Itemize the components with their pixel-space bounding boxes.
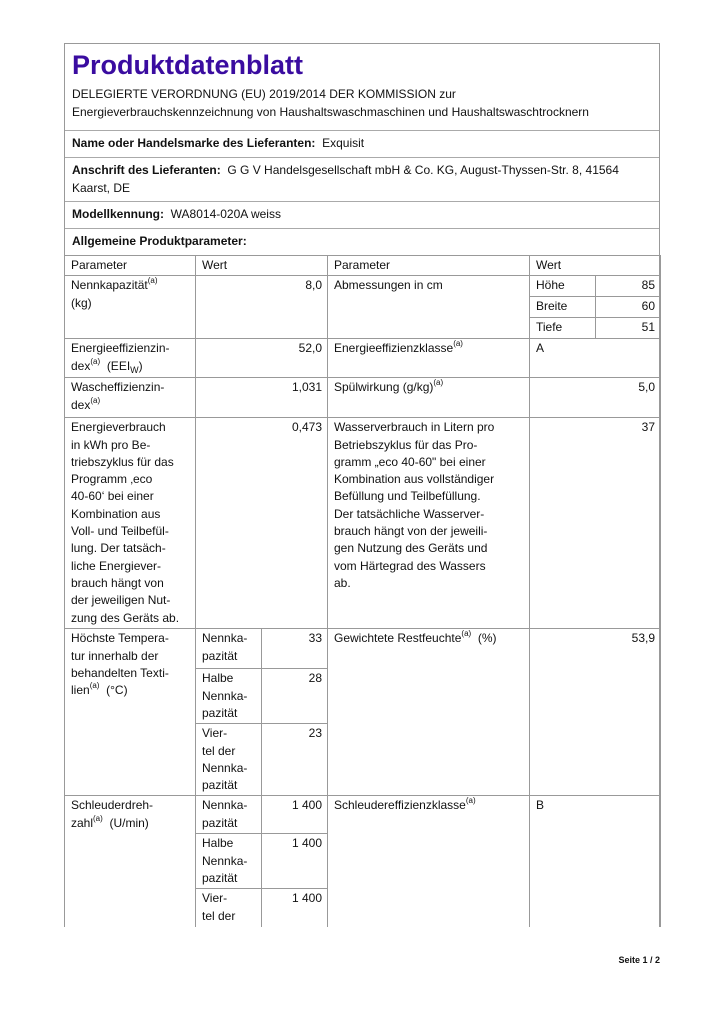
width-label: Breite (529, 296, 596, 319)
table-row: Breite 60 (65, 296, 661, 319)
regulation-text: DELEGIERTE VERORDNUNG (EU) 2019/2014 DER… (72, 87, 589, 119)
capacity-label: Nennkapazität(a) (kg) (64, 275, 196, 340)
model-row: Modellkennung: WA8014-020A weiss (65, 202, 659, 229)
supplier-name-value: Exquisit (322, 136, 365, 150)
wash-efficiency-value: 1,031 (195, 377, 328, 419)
energy-consumption-label: Energieverbrauch in kWh pro Be- triebszy… (64, 417, 196, 630)
capacity-value: 8,0 (195, 275, 328, 340)
temp-sub-label: Vier- tel der Nennka- pazität (195, 723, 262, 797)
page-title: Produktdatenblatt (72, 50, 304, 80)
table-row: Energieverbrauch in kWh pro Be- triebszy… (64, 417, 661, 630)
supplier-address-label: Anschrift des Lieferanten: (72, 163, 221, 177)
title-block: Produktdatenblatt DELEGIERTE VERORDNUNG … (65, 44, 659, 131)
max-temp-label: Höchste Tempera- tur innerhalb der behan… (64, 628, 196, 797)
energy-class-value: A (529, 338, 661, 379)
energy-consumption-value: 0,473 (195, 417, 328, 630)
temp-sub-label: Halbe Nennka- pazität (195, 668, 262, 725)
rinse-label: Spülwirkung (g/kg)(a) (327, 377, 530, 419)
moisture-label: Gewichtete Restfeuchte(a) (%) (327, 628, 530, 797)
wash-efficiency-label: Wascheffizienzin- dex(a) (64, 377, 196, 419)
dimensions-label: Abmessungen in cm (327, 275, 530, 340)
rinse-value: 5,0 (529, 377, 661, 419)
section-heading: Allgemeine Produktparameter: (72, 234, 247, 248)
header-wert: Wert (195, 254, 328, 277)
width-value: 60 (595, 296, 661, 319)
table-row: Schleuderdreh- zahl(a) (U/min) Nennka- p… (64, 795, 661, 927)
header-parameter: Parameter (327, 254, 530, 277)
moisture-value: 53,9 (529, 628, 661, 797)
parameters-table: Parameter Wert Parameter Wert Nennkapazi… (64, 254, 661, 927)
spin-class-value: B (529, 795, 661, 927)
supplier-address-value: G G V Handelsgesellschaft mbH & Co. KG, … (72, 163, 619, 195)
table-row: Höchste Tempera- tur innerhalb der behan… (64, 628, 661, 797)
table-row: Vier- tel der 1 400 (65, 888, 661, 927)
temp-sub-value: 33 (261, 628, 328, 670)
temp-sub-label: Nennka- pazität (195, 628, 262, 670)
supplier-name-label: Name oder Handelsmarke des Lieferanten: (72, 136, 316, 150)
water-consumption-label: Wasserverbrauch in Litern pro Betriebszy… (327, 417, 530, 630)
product-datasheet: Produktdatenblatt DELEGIERTE VERORDNUNG … (64, 43, 661, 927)
supplier-address-row: Anschrift des Lieferanten: G G V Handels… (65, 158, 659, 202)
spin-sub-value: 1 400 (261, 888, 328, 927)
eei-label: Energieeffizienzin- dex(a) (EEIW) (64, 338, 196, 379)
supplier-name-row: Name oder Handelsmarke des Lieferanten: … (65, 131, 659, 158)
table-row: Energieeffizienzin- dex(a) (EEIW) 52,0 E… (64, 338, 661, 379)
spin-sub-value: 1 400 (261, 833, 328, 890)
table-row: Wascheffizienzin- dex(a) 1,031 Spülwirku… (64, 377, 661, 419)
energy-class-label: Energieeffizienzklasse(a) (327, 338, 530, 379)
eei-value: 52,0 (195, 338, 328, 379)
table-row: Halbe Nennka- pazität 1 400 (65, 833, 661, 890)
temp-sub-value: 23 (261, 723, 328, 797)
spin-sub-label: Halbe Nennka- pazität (195, 833, 262, 890)
page-number: Seite 1 / 2 (618, 955, 660, 965)
spin-sub-label: Vier- tel der (195, 888, 262, 927)
header-parameter: Parameter (64, 254, 196, 277)
spin-class-label: Schleudereffizienzklasse(a) (327, 795, 530, 927)
table-row: Nennkapazität(a) (kg) 8,0 Abmessungen in… (64, 275, 661, 340)
table-row: Vier- tel der Nennka- pazität 23 (65, 723, 661, 797)
water-consumption-value: 37 (529, 417, 661, 630)
height-value: 85 (595, 275, 661, 298)
header-wert: Wert (529, 254, 661, 277)
spin-sub-label: Nennka- pazität (195, 795, 262, 835)
depth-label: Tiefe (529, 317, 596, 340)
model-label: Modellkennung: (72, 207, 164, 221)
model-value: WA8014-020A weiss (170, 207, 281, 221)
depth-value: 51 (595, 317, 661, 340)
height-label: Höhe (529, 275, 596, 298)
temp-sub-value: 28 (261, 668, 328, 725)
spin-speed-label: Schleuderdreh- zahl(a) (U/min) (64, 795, 196, 927)
spin-sub-value: 1 400 (261, 795, 328, 835)
table-header-row: Parameter Wert Parameter Wert (64, 254, 661, 277)
